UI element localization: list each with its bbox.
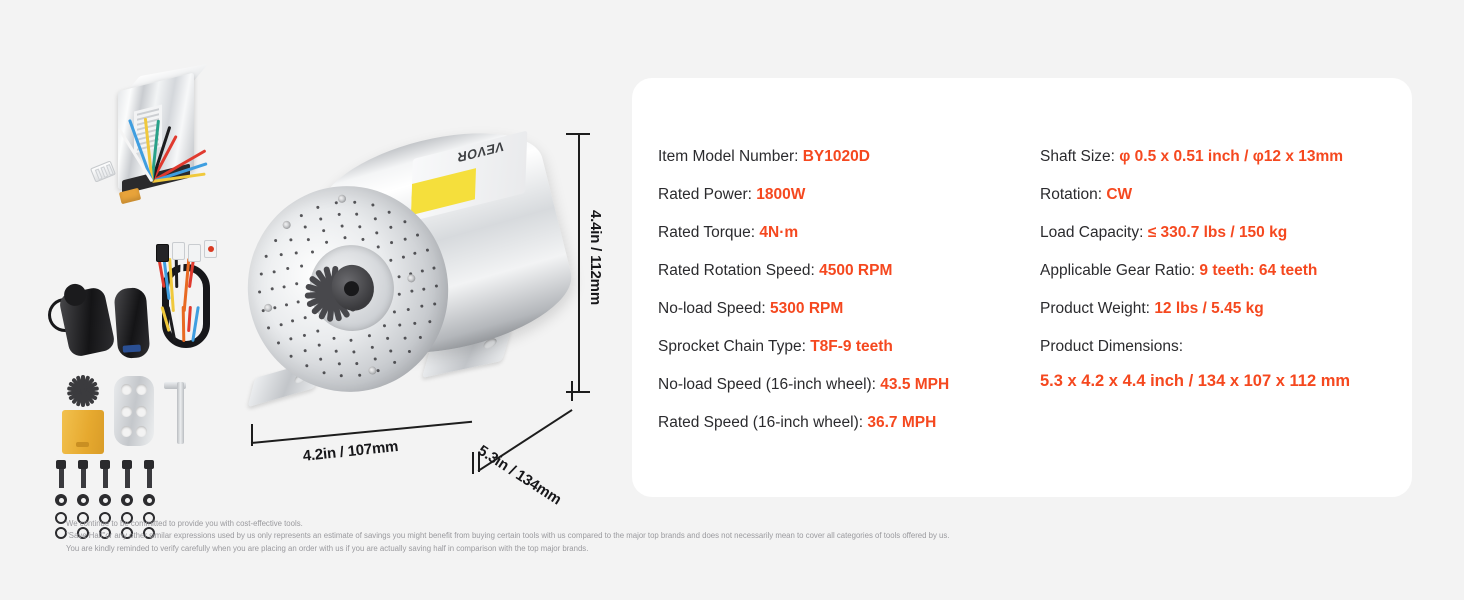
spec-label: Sprocket Chain Type: (658, 338, 811, 356)
spec-value: BY1020D (802, 148, 870, 165)
spec-label: Product Weight: (1040, 300, 1155, 318)
spec-column-right: Shaft Size: φ 0.5 x 0.51 inch / φ12 x 13… (1024, 78, 1412, 497)
bolt (56, 460, 66, 488)
spec-label: Rated Torque: (658, 224, 760, 242)
nut (143, 494, 155, 506)
dim-depth-cap-right (571, 381, 573, 401)
throttle-grip-left (57, 285, 117, 359)
washer (99, 512, 111, 524)
spec-row: Rated Rotation Speed: 4500 RPM (658, 262, 1024, 279)
spec-value: φ 0.5 x 0.51 inch / φ12 x 13mm (1119, 148, 1344, 165)
dim-height-label: 4.4in / 112mm (587, 210, 604, 305)
washer (77, 512, 89, 524)
footer-line-3: You are kindly reminded to verify carefu… (66, 543, 589, 553)
spec-row: Sprocket Chain Type: T8F-9 teeth (658, 338, 1024, 355)
controller-white-connector (89, 160, 117, 183)
spec-label: Applicable Gear Ratio: (1040, 262, 1200, 280)
wiring-harness-image (148, 240, 228, 356)
dim-depth-cap-left (478, 452, 480, 472)
spec-column-left: Item Model Number: BY1020D Rated Power: 1… (632, 78, 1024, 497)
brushless-motor-controller-image (89, 63, 212, 205)
throttle-grips-image (48, 272, 178, 360)
nut (121, 494, 133, 506)
spec-row: No-load Speed: 5300 RPM (658, 300, 1024, 317)
spec-row: Rated Torque: 4N·m (658, 224, 1024, 241)
spec-label: Item Model Number: (658, 148, 803, 165)
washer (121, 527, 133, 539)
dim-depth-label: 5.3in / 134mm (474, 442, 565, 509)
washer (55, 512, 67, 524)
spec-label: Product Dimensions: (1040, 338, 1184, 356)
spec-label: No-load Speed (16-inch wheel): (658, 376, 881, 394)
spec-row: Rotation: CW (1040, 186, 1412, 203)
spec-value: 5.3 x 4.2 x 4.4 inch / 134 x 107 x 112 m… (1040, 372, 1351, 391)
spec-row: Product Weight: 12 lbs / 5.45 kg (1040, 300, 1412, 317)
spec-row: Load Capacity: ≤ 330.7 lbs / 150 kg (1040, 224, 1412, 241)
dim-width-cap-right (472, 452, 474, 474)
nut (77, 494, 89, 506)
spec-row: 5.3 x 4.2 x 4.4 inch / 134 x 107 x 112 m… (1040, 372, 1412, 390)
spec-value: 36.7 MPH (867, 414, 937, 432)
bolt (100, 460, 110, 488)
spec-label: Load Capacity: (1040, 224, 1148, 242)
spec-row: No-load Speed (16-inch wheel): 43.5 MPH (658, 376, 1024, 393)
spec-value: CW (1106, 186, 1133, 204)
spec-value: ≤ 330.7 lbs / 150 kg (1147, 224, 1288, 242)
nut (55, 494, 67, 506)
spec-value: 9 teeth: 64 teeth (1199, 262, 1318, 280)
spec-value: 4500 RPM (819, 262, 893, 280)
spec-row: Rated Power: 1800W (658, 186, 1024, 203)
spec-row: Rated Speed (16-inch wheel): 36.7 MPH (658, 414, 1024, 431)
spec-label: Rated Rotation Speed: (658, 262, 820, 280)
yellow-block (62, 410, 104, 454)
dim-width-cap-left (251, 424, 253, 446)
spec-value: 5300 RPM (770, 300, 844, 318)
bolt (122, 460, 132, 488)
footer-line-1: We continue to be committed to provide y… (66, 519, 303, 528)
throttle-grip-right (113, 286, 151, 360)
footer-line-2: "Save Half"or any other similar expressi… (66, 531, 950, 541)
washer (143, 527, 155, 539)
bolt (144, 460, 154, 488)
spec-row: Shaft Size: φ 0.5 x 0.51 inch / φ12 x 13… (1040, 148, 1412, 165)
washer (143, 512, 155, 524)
accessories-image (52, 375, 202, 539)
washer (77, 527, 89, 539)
dim-width-label: 4.2in / 107mm (302, 437, 400, 465)
spec-value: 1800W (756, 186, 806, 204)
harness-connector-2 (172, 242, 185, 260)
spec-value: 12 lbs / 5.45 kg (1154, 300, 1264, 318)
spec-label: Rated Speed (16-inch wheel): (658, 414, 868, 432)
washer (121, 512, 133, 524)
dim-height-line (578, 133, 580, 392)
harness-connector-4 (204, 240, 217, 258)
spec-row: Product Dimensions: (1040, 338, 1412, 355)
nut (99, 494, 111, 506)
footer-disclaimer: We continue to be committed to provide y… (66, 518, 1076, 555)
dim-width-line (250, 420, 473, 444)
spec-row: Applicable Gear Ratio: 9 teeth: 64 teeth (1040, 262, 1412, 279)
electric-motor-image: VEVOR (226, 113, 583, 420)
spec-value: 4N·m (759, 224, 799, 242)
harness-connector-3 (188, 244, 201, 262)
mounting-bracket (114, 376, 154, 446)
sprocket-gear-icon (66, 375, 100, 407)
bolt (78, 460, 88, 488)
washer (99, 527, 111, 539)
washer (55, 527, 67, 539)
spec-label: No-load Speed: (658, 300, 771, 318)
spec-label: Shaft Size: (1040, 148, 1120, 165)
spec-label: Rotation: (1040, 186, 1107, 204)
hex-key (164, 382, 194, 444)
spec-value: T8F-9 teeth (810, 338, 893, 356)
specifications-card: Item Model Number: BY1020D Rated Power: 1… (632, 78, 1412, 497)
spec-value: 43.5 MPH (880, 376, 950, 394)
motor-hub (300, 236, 404, 340)
dim-height-cap-bottom (566, 391, 590, 393)
harness-connector-1 (156, 244, 169, 262)
spec-row: Item Model Number: BY1020D (658, 148, 1024, 165)
product-image-panel: VEVOR 4.4in / 112mm 4.2in / 107mm 5.3in … (0, 0, 632, 539)
spec-label: Rated Power: (658, 186, 757, 204)
